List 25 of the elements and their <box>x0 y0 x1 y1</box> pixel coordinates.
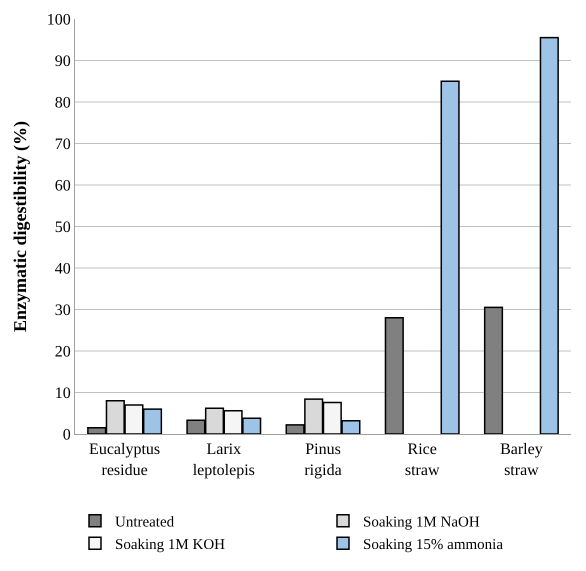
x-tick-label: Pinus rigida <box>304 441 342 479</box>
y-tick-label: 50 <box>54 219 71 236</box>
y-tick-label: 40 <box>54 260 71 278</box>
y-tick-label: 70 <box>54 136 71 154</box>
y-axis-title: Enzymatic digestibility (%) <box>10 121 30 332</box>
x-tick-label: Larix leptolepis <box>192 441 255 479</box>
bar <box>540 36 559 434</box>
x-tick-label: Barley straw <box>500 441 543 479</box>
y-tick-label: 100 <box>46 12 71 29</box>
y-tick-label: 20 <box>54 344 71 361</box>
y-tick-label: 0 <box>62 426 71 444</box>
x-tick-label: Eucalyptus residue <box>89 441 160 479</box>
legend-label: Soaking 1M NaOH <box>363 514 480 531</box>
y-tick-label: 90 <box>54 53 71 70</box>
y-tick-label: 10 <box>54 385 71 402</box>
bar <box>384 317 404 434</box>
legend-label: Soaking 15% ammonia <box>363 537 504 554</box>
y-tick-label: 80 <box>54 94 71 112</box>
y-tick-label: 30 <box>54 302 71 320</box>
y-tick-label: 60 <box>54 178 71 195</box>
bar <box>484 306 504 434</box>
bar <box>440 80 460 434</box>
legend-label: Soaking 1M KOH <box>115 537 226 554</box>
x-tick-label: Rice straw <box>404 441 440 479</box>
legend-label: Untreated <box>115 514 175 531</box>
